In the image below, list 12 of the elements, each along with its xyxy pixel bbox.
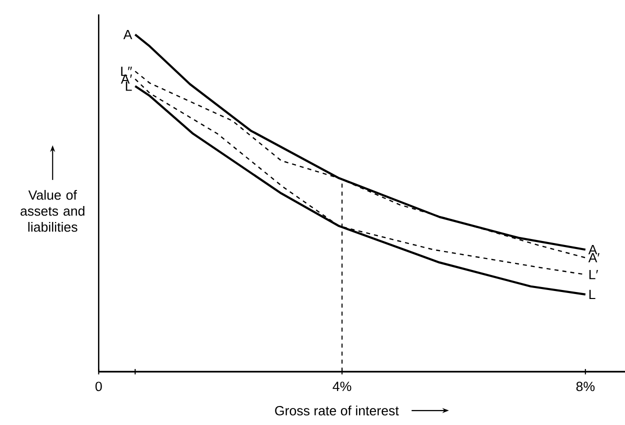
annotation: L <box>126 82 132 91</box>
x-tick-label: 8% <box>576 382 595 392</box>
series-label: A <box>588 245 598 254</box>
x-tick-label: 4% <box>332 382 352 392</box>
annotation: A <box>123 30 132 40</box>
series-label: L <box>589 290 596 300</box>
x-axis-title: Gross rate of interest <box>275 406 399 416</box>
series-label: A′ <box>588 253 600 262</box>
annotation: A′ <box>120 74 132 84</box>
x-tick-label: 0 <box>95 382 102 392</box>
y-axis-title: Value of assets and liabilities <box>20 190 84 232</box>
series-label: L′ <box>589 270 598 280</box>
